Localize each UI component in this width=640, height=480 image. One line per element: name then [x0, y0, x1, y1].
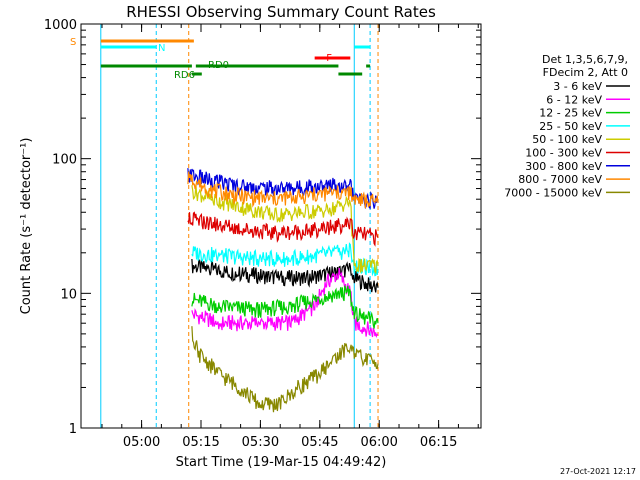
y-axis-label: Count Rate (s⁻¹ detector⁻¹): [19, 138, 34, 315]
chart-title: RHESSI Observing Summary Count Rates: [126, 3, 436, 21]
x-tick-label-06-00: 06:00: [360, 435, 397, 450]
y-axis: 1 10 100 1000: [44, 18, 481, 437]
status-bars: S N F RD0 RD6: [70, 37, 371, 81]
series-line-25-50-kev: [191, 242, 379, 277]
x-tick-label-05-30: 05:30: [242, 435, 279, 450]
x-tick-label-05-15: 05:15: [182, 435, 219, 450]
legend-label-300-800-kev: 300 - 800 keV: [525, 160, 602, 173]
vertical-markers: [100, 24, 379, 428]
status-label-s: S: [70, 37, 76, 48]
x-tick-label-05-45: 05:45: [301, 435, 338, 450]
legend-header-1: FDecim 2, Att 0: [543, 66, 628, 79]
timestamp: 27-Oct-2021 12:17: [560, 467, 636, 476]
series-line-7000-15000-kev: [191, 326, 379, 413]
legend-label-800-7000-kev: 800 - 7000 keV: [518, 173, 602, 186]
status-label-f: F: [326, 53, 332, 64]
legend-label-6-12-kev: 6 - 12 keV: [546, 93, 602, 106]
x-axis-label: Start Time (19-Mar-15 04:49:42): [176, 455, 387, 470]
y-tick-label-100: 100: [52, 153, 77, 168]
series-line-3-6-kev: [191, 258, 379, 293]
series-line-100-300-kev: [187, 211, 379, 247]
legend: Det 1,3,5,6,7,9,FDecim 2, Att 03 - 6 keV…: [504, 53, 630, 199]
plot-frame: [80, 23, 482, 429]
status-label-rd0: RD0: [208, 60, 229, 71]
series-line-12-25-kev: [191, 285, 379, 329]
x-tick-label-05-00: 05:00: [123, 435, 160, 450]
legend-label-7000-15000-kev: 7000 - 15000 keV: [504, 186, 602, 199]
x-tick-label-06-15: 06:15: [420, 435, 457, 450]
series-line-50-100-kev: [191, 184, 379, 275]
legend-header-0: Det 1,3,5,6,7,9,: [542, 53, 628, 66]
legend-label-100-300-kev: 100 - 300 keV: [525, 147, 602, 160]
x-axis: 05:00 05:15 05:30 05:45 06:00 06:15: [101, 24, 479, 450]
status-label-n: N: [158, 43, 165, 54]
legend-label-50-100-kev: 50 - 100 keV: [532, 133, 602, 146]
y-tick-label-1: 1: [69, 422, 77, 437]
legend-label-12-25-kev: 12 - 25 keV: [539, 107, 602, 120]
series-line-800-7000-kev: [187, 171, 379, 209]
legend-label-3-6-kev: 3 - 6 keV: [553, 80, 602, 93]
y-tick-label-10: 10: [60, 287, 77, 302]
legend-label-25-50-kev: 25 - 50 keV: [539, 120, 602, 133]
y-tick-label-1000: 1000: [44, 18, 77, 33]
status-label-rd6: RD6: [174, 70, 195, 81]
series-group: [187, 168, 379, 413]
